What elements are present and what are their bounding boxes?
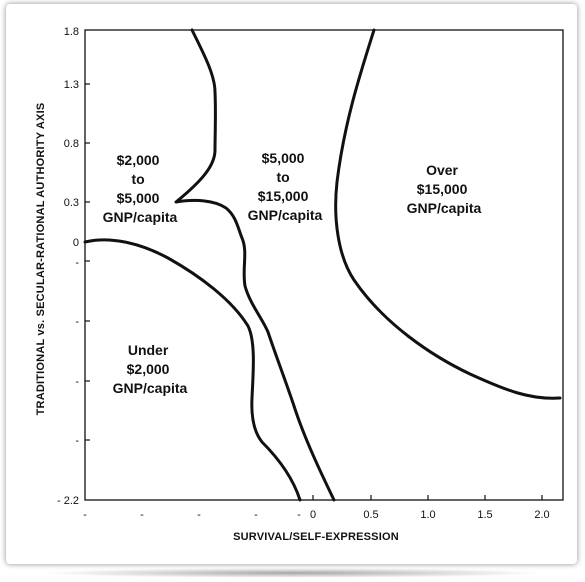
boundary-2000-5000 [174,28,336,502]
y-tick-label: - [75,257,79,269]
x-tick-label: - [83,509,87,521]
y-tick-label: 1.3 [64,79,79,91]
x-tick-label: 2.0 [534,509,549,521]
y-tick-label: 0.8 [64,138,79,150]
region-label-2000-5000: $2,000 to $5,000 GNP/capita [103,152,178,225]
x-tick-label: - [197,509,201,521]
y-tick-label: - [75,435,79,447]
y-axis-ticks [85,83,90,441]
x-axis-tick-labels: - - - - - 0 0.5 1.0 1.5 2.0 [83,509,549,521]
x-tick-label: 1.0 [420,509,435,521]
x-tick-label: 0 [310,509,316,521]
y-tick-label: - 2.2 [57,495,79,507]
x-axis-ticks [312,495,543,500]
region-label-under-2000: Under $2,000 GNP/capita [113,342,188,396]
y-tick-label: - [75,316,79,328]
y-tick-label: 1.8 [64,26,79,38]
x-tick-label: 1.5 [477,509,492,521]
x-tick-label: - [254,509,258,521]
y-tick-label: 0 [73,237,79,249]
region-label-5000-15000: $5,000 to $15,000 GNP/capita [248,150,323,223]
figure-frame [6,4,577,564]
boundary-15000 [334,28,562,400]
x-tick-label: - [140,509,144,521]
y-axis-tick-labels: 1.8 1.3 0.8 0.3 0 - - - - - 2.2 [57,26,79,507]
y-tick-label: 0.3 [64,197,79,209]
y-tick-label: - [75,376,79,388]
x-tick-label: - [297,509,301,521]
frame-shadow [40,568,545,578]
x-tick-label: 0.5 [363,509,378,521]
x-axis-title: SURVIVAL/SELF-EXPRESSION [233,531,399,543]
y-axis-title: TRADITIONAL vs. SECULAR-RATIONAL AUTHORI… [35,103,47,416]
region-label-over-15000: Over $15,000 GNP/capita [407,162,482,216]
boundary-under-2000 [83,238,302,502]
plot-frame [84,29,564,501]
